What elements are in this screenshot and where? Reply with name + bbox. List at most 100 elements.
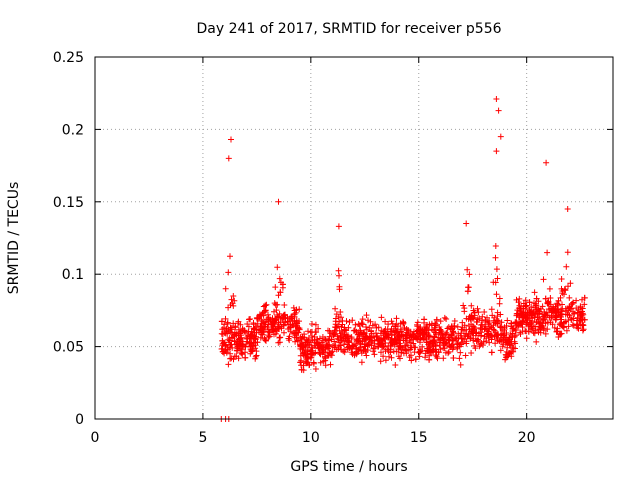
data-point	[265, 314, 272, 321]
data-point	[325, 337, 332, 344]
data-point	[231, 297, 238, 304]
data-point	[371, 345, 378, 351]
data-point	[337, 309, 344, 315]
data-point	[282, 311, 288, 318]
data-point	[533, 295, 540, 302]
data-point	[524, 319, 530, 326]
data-point	[335, 223, 342, 230]
data-point	[365, 317, 371, 324]
data-point	[286, 317, 293, 324]
data-point	[457, 361, 464, 368]
data-point	[468, 302, 475, 309]
data-point	[273, 307, 280, 314]
axis-tick-labels: 0 0.05 0.1 0.15 0.2 0.25 0 5 10 15 20	[53, 50, 536, 446]
data-point	[343, 318, 350, 325]
data-point	[560, 324, 567, 331]
data-point	[464, 266, 471, 273]
data-point	[372, 321, 379, 328]
data-point	[262, 337, 269, 343]
data-point	[387, 349, 394, 356]
data-point	[280, 321, 287, 328]
data-point	[342, 334, 349, 341]
data-point	[259, 318, 266, 325]
data-point	[574, 314, 581, 321]
y-tick-label: 0.15	[53, 195, 84, 211]
data-point	[525, 309, 532, 316]
data-point	[424, 347, 431, 354]
data-point	[397, 355, 403, 362]
data-point	[345, 324, 352, 331]
data-point	[529, 312, 536, 319]
data-point	[263, 337, 269, 344]
data-point	[300, 362, 307, 369]
data-point	[252, 355, 259, 362]
data-point	[327, 330, 334, 337]
data-point	[322, 362, 329, 369]
data-point	[252, 335, 258, 342]
data-point	[346, 343, 352, 350]
data-point	[248, 328, 255, 335]
data-point	[435, 336, 442, 343]
data-point	[495, 107, 502, 114]
data-point	[529, 318, 536, 324]
data-point	[412, 356, 419, 363]
data-point	[424, 329, 431, 336]
data-point	[382, 318, 389, 325]
data-point	[273, 316, 280, 323]
axis-ticks	[94, 56, 613, 420]
data-point	[454, 344, 461, 351]
data-point	[490, 326, 497, 333]
data-point	[545, 306, 552, 313]
data-point	[230, 356, 237, 363]
data-point	[518, 308, 525, 315]
data-point	[509, 334, 516, 341]
data-point	[341, 349, 348, 356]
data-point	[328, 336, 335, 343]
data-point	[258, 312, 265, 319]
data-point	[293, 306, 300, 313]
data-point	[540, 316, 547, 323]
data-point	[476, 330, 482, 337]
data-point	[228, 341, 235, 348]
data-point	[228, 330, 235, 336]
data-point	[225, 361, 232, 368]
data-point	[441, 336, 448, 343]
data-point	[260, 303, 267, 310]
data-point	[568, 316, 575, 323]
data-point	[470, 323, 477, 330]
data-point	[353, 329, 360, 335]
data-point	[534, 319, 540, 326]
data-point	[315, 325, 322, 332]
data-point	[533, 338, 540, 345]
data-point	[227, 302, 234, 308]
data-point	[580, 326, 587, 333]
data-point	[277, 334, 284, 341]
data-point	[355, 321, 362, 327]
data-point	[506, 341, 513, 348]
data-point	[307, 348, 314, 355]
y-axis-label: SRMTID / TECUs	[6, 182, 22, 295]
data-point	[463, 220, 470, 227]
data-point	[225, 269, 232, 276]
data-point	[425, 333, 432, 340]
data-point	[353, 345, 360, 352]
data-point	[382, 357, 389, 364]
data-point	[564, 249, 571, 256]
data-point	[415, 326, 422, 332]
data-point	[239, 327, 246, 334]
data-point	[227, 253, 233, 260]
data-point	[542, 295, 549, 302]
data-point	[426, 333, 433, 340]
data-point	[378, 314, 385, 321]
data-point	[258, 329, 265, 336]
data-point	[363, 312, 370, 319]
data-point	[242, 343, 249, 350]
data-point	[305, 335, 312, 341]
data-point	[534, 311, 541, 317]
data-point	[336, 286, 343, 293]
data-point	[478, 317, 485, 324]
data-point	[373, 324, 380, 331]
data-point	[492, 254, 499, 261]
